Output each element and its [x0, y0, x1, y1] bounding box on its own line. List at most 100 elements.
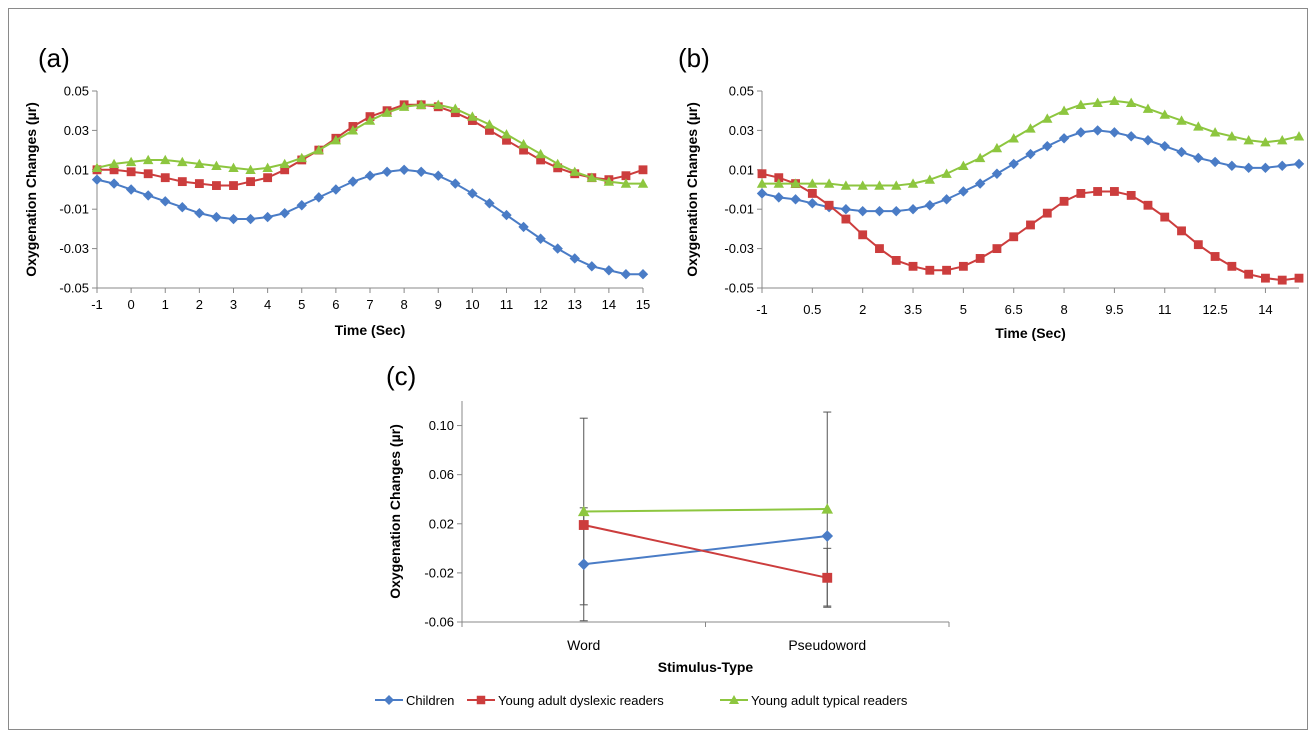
- y-tick-label: 0.03: [729, 123, 754, 138]
- data-point: [518, 221, 529, 233]
- data-point: [263, 173, 273, 183]
- data-point: [891, 180, 902, 190]
- data-point: [467, 188, 478, 199]
- data-point: [1092, 125, 1103, 136]
- data-point: [577, 558, 590, 571]
- legend-label: Young adult typical readers: [751, 693, 908, 708]
- data-point: [109, 165, 119, 175]
- data-point: [381, 166, 393, 177]
- data-point: [125, 184, 137, 195]
- y-tick-label: 0.05: [64, 84, 89, 99]
- data-point: [1160, 212, 1170, 222]
- chart-panel-a: (a) -0.05 -0.03 -0.01 0.01 0.03 0.05 Oxygenatio…: [23, 43, 650, 338]
- panel-label: (c): [386, 361, 416, 391]
- data-point: [756, 188, 768, 199]
- x-axis-title: Time (Sec): [335, 322, 406, 338]
- data-point: [1277, 135, 1288, 145]
- legend-item-dyslexic: Young adult dyslexic readers: [467, 693, 664, 708]
- data-point: [1209, 127, 1221, 137]
- data-point: [160, 173, 170, 183]
- data-point: [823, 178, 835, 188]
- data-point: [177, 177, 187, 187]
- data-point: [620, 178, 632, 188]
- y-axis-title: Oxygenation Changes (µr): [23, 102, 39, 277]
- data-point: [773, 192, 784, 203]
- x-category-label: Word: [567, 637, 600, 653]
- data-point: [773, 178, 784, 188]
- data-point: [1109, 127, 1120, 138]
- data-point: [313, 144, 325, 155]
- data-point: [942, 265, 952, 275]
- series-line: [583, 524, 828, 579]
- data-point: [756, 178, 768, 188]
- legend-item-typical: Young adult typical readers: [720, 693, 908, 708]
- data-point: [1075, 127, 1087, 138]
- data-point: [586, 172, 598, 182]
- data-point: [194, 158, 205, 169]
- data-point: [484, 119, 495, 129]
- data-point: [296, 200, 307, 211]
- data-point: [1093, 187, 1103, 196]
- data-point: [1026, 220, 1035, 230]
- data-point: [841, 214, 851, 224]
- legend-label: Young adult dyslexic readers: [498, 693, 664, 708]
- data-point: [807, 178, 818, 188]
- data-point: [450, 178, 461, 189]
- data-point: [1058, 133, 1070, 144]
- data-point: [536, 155, 546, 165]
- data-point: [398, 164, 410, 175]
- x-tick-label: 12: [533, 297, 547, 312]
- data-point: [501, 209, 512, 221]
- data-point: [924, 200, 936, 211]
- data-point: [125, 156, 137, 167]
- data-point: [1260, 137, 1271, 147]
- data-point: [262, 162, 273, 172]
- y-tick-label: -0.06: [424, 615, 454, 630]
- data-point: [1042, 208, 1052, 218]
- data-point: [1193, 152, 1204, 164]
- x-tick-label: 11: [1158, 302, 1172, 317]
- x-tick-label: -1: [91, 297, 103, 312]
- data-point: [569, 166, 580, 176]
- data-point: [924, 174, 936, 184]
- data-point: [875, 244, 884, 254]
- data-point: [91, 162, 103, 172]
- data-point: [485, 125, 494, 135]
- data-point: [245, 213, 256, 225]
- data-point: [974, 152, 986, 163]
- x-axis-title: Stimulus-Type: [658, 659, 754, 675]
- series-children: [756, 125, 1305, 217]
- y-tick-label: 0.01: [64, 162, 89, 177]
- data-point: [279, 158, 290, 169]
- panel-label: (b): [678, 43, 710, 73]
- x-tick-label: 4: [264, 297, 271, 312]
- series-line: [583, 535, 828, 566]
- data-point: [1277, 160, 1288, 172]
- data-point: [1025, 123, 1036, 133]
- x-tick-label: 7: [366, 297, 373, 312]
- data-point: [279, 207, 290, 219]
- data-point: [211, 211, 222, 223]
- data-point: [364, 170, 376, 181]
- data-point: [925, 265, 935, 275]
- data-point: [637, 178, 649, 188]
- series-dyslexic: [757, 169, 1304, 285]
- data-point: [1042, 113, 1053, 123]
- data-point: [874, 180, 885, 190]
- data-point: [1109, 95, 1120, 106]
- series-line: [761, 129, 1300, 213]
- data-point: [621, 171, 631, 181]
- y-tick-label: -0.01: [724, 202, 754, 217]
- x-tick-label: 1: [162, 297, 169, 312]
- data-point: [974, 178, 986, 189]
- data-point: [891, 205, 902, 217]
- series-children: [577, 530, 834, 571]
- y-tick-label: 0.06: [429, 467, 454, 482]
- x-tick-label: 11: [500, 297, 514, 312]
- data-point: [822, 572, 833, 583]
- x-tick-label: 9: [435, 297, 442, 312]
- series-typical: [577, 503, 834, 517]
- data-point: [1293, 131, 1305, 141]
- data-point: [1227, 261, 1237, 271]
